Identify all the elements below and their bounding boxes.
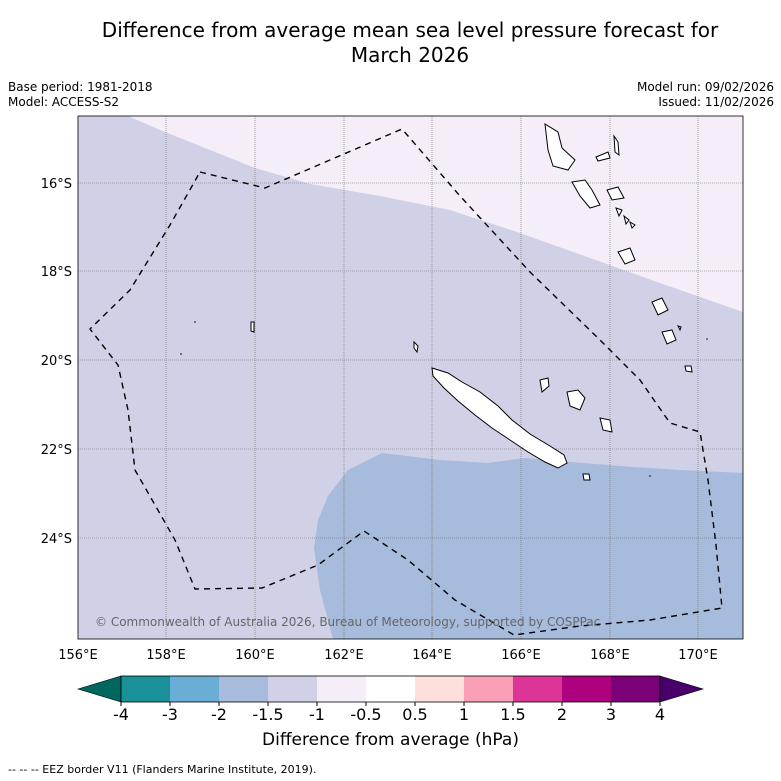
colorbar-box [513, 676, 563, 702]
anomaly-zone-low [314, 453, 743, 639]
colorbar-tick-label: -0.5 [350, 705, 381, 724]
latitude-labels: 16°S 18°S 20°S 22°S 24°S [41, 177, 72, 547]
colorbar-tick-label: 1 [459, 705, 469, 724]
island-epi [615, 207, 623, 218]
colorbar-tick-label: -3 [162, 705, 178, 724]
colorbar-box [268, 676, 318, 702]
right-info: Model run: 09/02/2026 Issued: 11/02/2026 [637, 80, 774, 110]
lon-label: 160°E [235, 648, 275, 663]
colorbar-tick-label: 3 [606, 705, 616, 724]
colorbar-label: Difference from average (hPa) [262, 730, 519, 750]
colorbar-tick-label: 0.5 [402, 705, 427, 724]
colorbar-box [415, 676, 465, 702]
base-period: Base period: 1981-2018 [8, 80, 153, 94]
colorbar: -4 -3 -2 -1.5 -1 -0.5 0.5 1 1.5 2 3 4 [76, 675, 705, 724]
lon-label: 162°E [324, 648, 364, 663]
island-malakula [571, 179, 601, 209]
copyright-notice: © Commonwealth of Australia 2026, Bureau… [95, 615, 600, 629]
colorbar-frame [120, 675, 661, 703]
lon-label: 164°E [412, 648, 452, 663]
island-mare [599, 417, 613, 433]
island-erromango [651, 297, 669, 316]
chart-title: Difference from average mean sea level p… [40, 18, 780, 68]
title-line-1: Difference from average mean sea level p… [101, 18, 719, 42]
island-espiritu-santo [544, 123, 576, 171]
island-pentecost [606, 186, 625, 201]
gridlines [78, 116, 743, 639]
colorbar-tick-label: 2 [557, 705, 567, 724]
title-line-2: March 2026 [350, 43, 470, 67]
colorbar-tick-label: -1.5 [252, 705, 283, 724]
model-name: Model: ACCESS-S2 [8, 95, 120, 109]
reef-dot-3 [706, 338, 708, 340]
map-frame [77, 115, 744, 640]
island-belep [413, 340, 419, 354]
new-caledonia-island [431, 367, 568, 469]
island-shepherd [623, 214, 630, 226]
island-efate [617, 247, 636, 265]
lon-label: 170°E [678, 648, 718, 663]
left-info: Base period: 1981-2018 Model: ACCESS-S2 [8, 80, 153, 110]
island-emae [629, 220, 636, 229]
colorbar-box [611, 676, 661, 702]
lon-label: 166°E [501, 648, 541, 663]
colorbar-box [464, 676, 514, 702]
issued-date: Issued: 11/02/2026 [658, 95, 774, 109]
colorbar-under-arrow [76, 675, 122, 703]
island-maewo [613, 134, 620, 157]
lat-label: 22°S [41, 443, 72, 458]
island-ouvea [539, 377, 550, 393]
eez-footnote: -- -- -- EEZ border V11 (Flanders Marine… [8, 763, 317, 776]
colorbar-tick-label: 1.5 [500, 705, 525, 724]
model-run: Model run: 09/02/2026 [636, 80, 774, 94]
colorbar-box [366, 676, 416, 702]
colorbar-tick-label: -2 [211, 705, 227, 724]
longitude-labels: 156°E 158°E 160°E 162°E 164°E 166°E 168°… [58, 648, 718, 663]
island-aneityum [684, 365, 693, 373]
lat-label: 18°S [41, 265, 72, 280]
island-chesterfield [250, 321, 255, 333]
lon-label: 156°E [58, 648, 98, 663]
island-lifou [566, 389, 586, 411]
lat-label: 20°S [41, 354, 72, 369]
lat-label: 16°S [41, 177, 72, 192]
island-ambae [595, 151, 611, 162]
colorbar-box [121, 676, 171, 702]
reef-dot-4 [649, 475, 651, 477]
reef-dot-1 [194, 321, 196, 323]
colorbar-box [317, 676, 367, 702]
island-tanna [661, 329, 677, 345]
island-futuna [677, 325, 682, 332]
colorbar-over-arrow [659, 675, 705, 703]
lat-label: 24°S [41, 532, 72, 547]
colorbar-tick-label: -4 [113, 705, 129, 724]
eez-border [89, 128, 723, 636]
map-area [78, 116, 743, 639]
colorbar-tick-label: -1 [309, 705, 325, 724]
lon-label: 158°E [146, 648, 186, 663]
colorbar-box [170, 676, 220, 702]
colorbar-box [219, 676, 269, 702]
colorbar-box [562, 676, 612, 702]
lon-label: 168°E [590, 648, 630, 663]
colorbar-tick-label: 4 [655, 705, 665, 724]
island-pines [582, 473, 591, 481]
reef-dot-2 [180, 353, 182, 355]
